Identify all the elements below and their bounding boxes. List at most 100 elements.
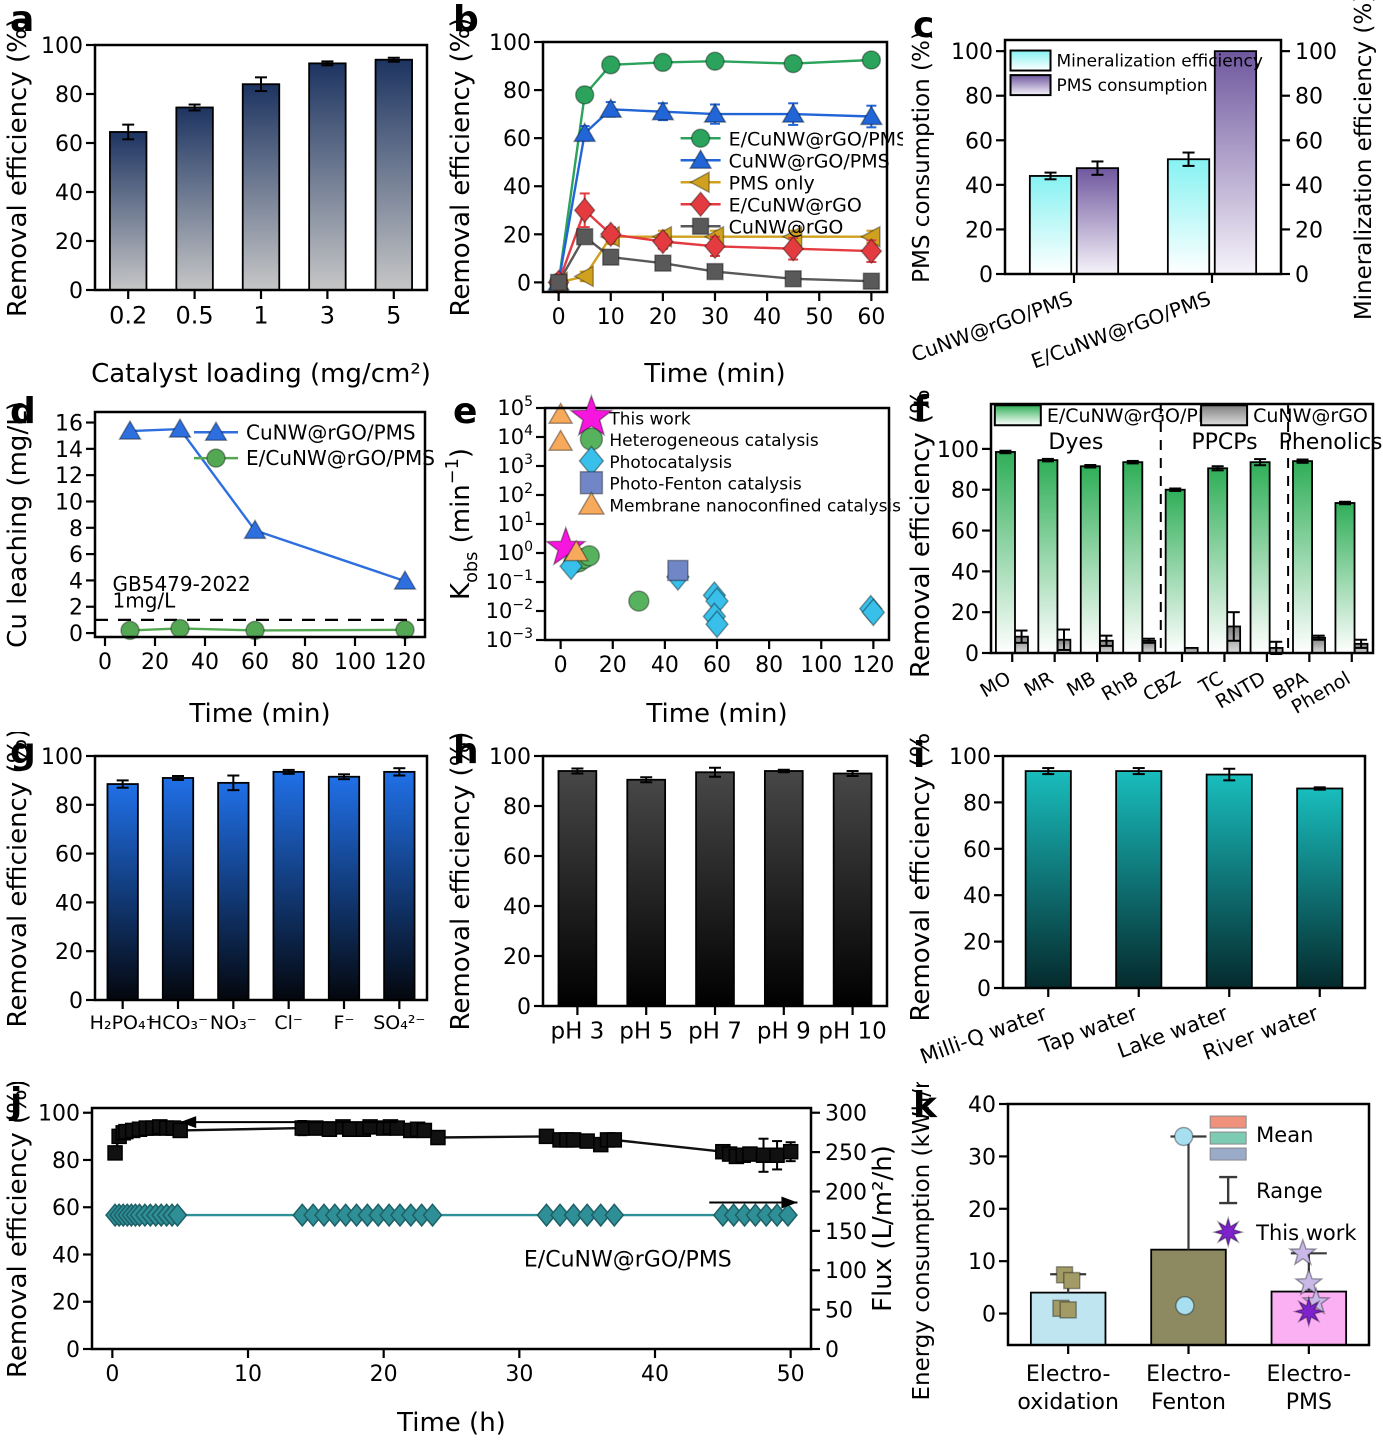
svg-text:Removal efficiency (%): Removal efficiency (%) xyxy=(446,18,476,317)
svg-text:NO₃⁻: NO₃⁻ xyxy=(210,1012,257,1034)
svg-text:0: 0 xyxy=(1295,263,1309,288)
panel-letter-b: b xyxy=(453,0,479,40)
svg-text:Removal efficiency (%): Removal efficiency (%) xyxy=(3,18,33,317)
svg-text:0: 0 xyxy=(98,650,112,675)
svg-text:40: 40 xyxy=(52,1243,80,1268)
svg-text:40: 40 xyxy=(963,884,991,909)
svg-text:100: 100 xyxy=(1295,40,1337,65)
svg-text:60: 60 xyxy=(52,1196,80,1221)
svg-text:0: 0 xyxy=(825,1338,839,1363)
panel-b: b 0 20 40 60 80 100 0 10 20 30 40 50 60 Time (min) Rem… xyxy=(443,0,903,392)
svg-text:60: 60 xyxy=(241,650,269,675)
svg-text:80: 80 xyxy=(52,1149,80,1174)
svg-text:20: 20 xyxy=(55,230,83,255)
svg-text:60: 60 xyxy=(965,129,993,154)
svg-text:60: 60 xyxy=(503,127,531,152)
svg-text:120: 120 xyxy=(384,650,426,675)
svg-text:40: 40 xyxy=(968,1093,996,1118)
svg-text:20: 20 xyxy=(55,940,83,965)
svg-text:pH 3: pH 3 xyxy=(550,1019,604,1045)
svg-text:0: 0 xyxy=(979,263,993,288)
svg-text:80: 80 xyxy=(951,479,979,504)
svg-text:40: 40 xyxy=(641,1362,669,1387)
svg-text:5: 5 xyxy=(386,301,401,329)
svg-text:20: 20 xyxy=(599,653,627,678)
svg-text:20: 20 xyxy=(52,1291,80,1316)
svg-text:Membrane nanoconfined catalysi: Membrane nanoconfined catalysis xyxy=(609,497,901,517)
svg-text:80: 80 xyxy=(755,653,783,678)
svg-text:Electro-Fenton: Electro-Fenton xyxy=(1146,1362,1231,1415)
svg-text:40: 40 xyxy=(55,181,83,206)
svg-text:6: 6 xyxy=(69,543,83,568)
svg-text:10: 10 xyxy=(597,305,625,330)
svg-text:80: 80 xyxy=(55,83,83,108)
svg-text:0.2: 0.2 xyxy=(109,301,147,329)
svg-text:1mg/L: 1mg/L xyxy=(113,588,177,612)
chart-energy-consumption: 0 10 20 30 40 Electro-oxidation Electro-Fenton… xyxy=(909,1082,1371,1415)
svg-text:4: 4 xyxy=(69,569,83,594)
svg-text:CBZ: CBZ xyxy=(1139,667,1184,706)
svg-text:102: 102 xyxy=(497,481,533,507)
panel-letter-c: c xyxy=(913,5,935,46)
svg-text:GB5479-2022: GB5479-2022 xyxy=(113,572,251,596)
svg-text:Dyes: Dyes xyxy=(1048,430,1103,455)
svg-text:CuNW@rGO/PMS: CuNW@rGO/PMS xyxy=(729,150,890,172)
svg-text:Removal efficiency (%): Removal efficiency (%) xyxy=(446,732,476,1031)
svg-text:Phenolics: Phenolics xyxy=(1279,430,1383,455)
svg-text:0.5: 0.5 xyxy=(176,301,214,329)
svg-text:E/CuNW@rGO/PMS: E/CuNW@rGO/PMS xyxy=(524,1247,732,1272)
svg-text:0: 0 xyxy=(977,977,991,1002)
svg-text:pH 5: pH 5 xyxy=(619,1019,673,1045)
svg-text:300: 300 xyxy=(825,1102,867,1127)
svg-text:80: 80 xyxy=(965,85,993,110)
svg-text:30: 30 xyxy=(968,1145,996,1170)
svg-text:40: 40 xyxy=(503,175,531,200)
svg-text:40: 40 xyxy=(651,653,679,678)
svg-text:Electro-oxidation: Electro-oxidation xyxy=(1017,1362,1119,1415)
svg-text:MO: MO xyxy=(977,667,1015,702)
svg-text:10−3: 10−3 xyxy=(486,626,533,652)
panel-letter-i: i xyxy=(913,735,926,776)
svg-text:20: 20 xyxy=(649,305,677,330)
chart-longterm-stability: E/CuNW@rGO/PMS02040608010005010015020025… xyxy=(3,1082,898,1438)
svg-text:250: 250 xyxy=(825,1141,867,1166)
chart-removal-kinetics: 0 20 40 60 80 100 0 10 20 30 40 50 60 Time (min) Remov… xyxy=(446,18,903,390)
svg-text:100: 100 xyxy=(489,31,531,56)
svg-text:0: 0 xyxy=(66,1338,80,1363)
svg-text:80: 80 xyxy=(291,650,319,675)
svg-text:10: 10 xyxy=(968,1250,996,1275)
svg-text:PPCPs: PPCPs xyxy=(1191,430,1257,455)
panel-letter-g: g xyxy=(10,731,36,772)
svg-text:pH 7: pH 7 xyxy=(688,1019,742,1045)
panel-g: g 0 20 40 60 80 100 H₂PO₄⁻ HCO₃⁻ NO₃⁻ Cl⁻ F⁻ SO₄²⁻ R… xyxy=(0,732,443,1082)
svg-text:12: 12 xyxy=(55,464,83,489)
svg-text:0: 0 xyxy=(552,305,566,330)
svg-text:0: 0 xyxy=(965,642,979,667)
chart-kobs-comparison: 10−3 10−2 10−1 100 101 102 103 104 105 0 20 40 60 80 1… xyxy=(443,393,901,729)
svg-text:Flux (L/m²/h): Flux (L/m²/h) xyxy=(868,1145,898,1312)
svg-text:100: 100 xyxy=(334,650,376,675)
svg-text:This work: This work xyxy=(608,409,690,429)
svg-text:CuNW@rGO: CuNW@rGO xyxy=(1253,405,1368,427)
svg-text:Catalyst loading (mg/cm²): Catalyst loading (mg/cm²) xyxy=(91,359,431,389)
svg-text:20: 20 xyxy=(503,945,531,970)
svg-text:40: 40 xyxy=(1295,174,1323,199)
svg-text:2: 2 xyxy=(69,596,83,621)
svg-text:Photo-Fenton catalysis: Photo-Fenton catalysis xyxy=(609,475,801,495)
svg-text:80: 80 xyxy=(503,795,531,820)
svg-text:100: 100 xyxy=(800,653,842,678)
svg-text:0: 0 xyxy=(105,1362,119,1387)
panel-f: f Dyes PPCPs Phenolics 0 20 40 60 80 100 MO MR MB Rh… xyxy=(903,390,1383,735)
svg-text:Photocatalysis: Photocatalysis xyxy=(609,453,732,473)
svg-text:103: 103 xyxy=(497,452,533,478)
svg-text:100: 100 xyxy=(489,745,531,770)
svg-text:60: 60 xyxy=(703,653,731,678)
svg-text:0: 0 xyxy=(69,989,83,1014)
svg-text:Removal efficiency (%): Removal efficiency (%) xyxy=(3,732,33,1028)
svg-text:16: 16 xyxy=(55,412,83,437)
svg-text:H₂PO₄⁻: H₂PO₄⁻ xyxy=(90,1012,156,1034)
svg-text:10−2: 10−2 xyxy=(486,597,533,623)
svg-text:40: 40 xyxy=(753,305,781,330)
chart-anion-effect: 0 20 40 60 80 100 H₂PO₄⁻HCO₃⁻ NO₃⁻ Cl⁻ F⁻ SO₄²⁻ Rem… xyxy=(3,732,429,1034)
